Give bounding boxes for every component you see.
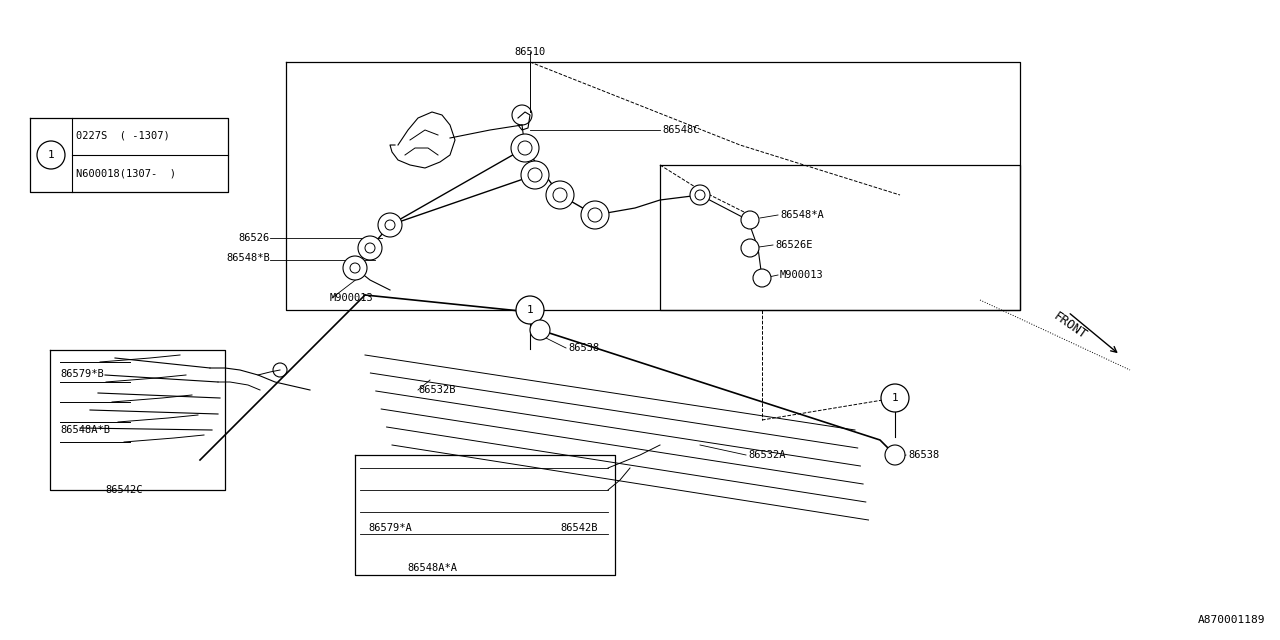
Text: 86548*B: 86548*B — [227, 253, 270, 263]
Text: 86532A: 86532A — [748, 450, 786, 460]
Text: A870001189: A870001189 — [1198, 615, 1265, 625]
Text: 1: 1 — [526, 305, 534, 315]
Text: M900013: M900013 — [330, 293, 374, 303]
Circle shape — [741, 239, 759, 257]
Circle shape — [521, 161, 549, 189]
Text: 86510: 86510 — [515, 47, 545, 57]
Circle shape — [884, 445, 905, 465]
Text: 86526E: 86526E — [774, 240, 813, 250]
Text: 86526: 86526 — [239, 233, 270, 243]
Text: 86548*A: 86548*A — [780, 210, 824, 220]
Text: 86579*A: 86579*A — [369, 523, 412, 533]
Text: 86532B: 86532B — [419, 385, 456, 395]
Circle shape — [581, 201, 609, 229]
Circle shape — [358, 236, 381, 260]
Text: 86542C: 86542C — [105, 485, 142, 495]
Circle shape — [343, 256, 367, 280]
Text: 86542B: 86542B — [561, 523, 598, 533]
Circle shape — [881, 384, 909, 412]
Circle shape — [753, 269, 771, 287]
Text: 1: 1 — [47, 150, 54, 160]
Text: 86548A*B: 86548A*B — [60, 425, 110, 435]
Circle shape — [741, 211, 759, 229]
Circle shape — [690, 185, 710, 205]
Text: FRONT: FRONT — [1051, 310, 1089, 342]
Text: 86548C: 86548C — [662, 125, 699, 135]
Text: 86538: 86538 — [908, 450, 940, 460]
Text: 86579*B: 86579*B — [60, 369, 104, 379]
Text: 86538: 86538 — [568, 343, 599, 353]
Text: N600018(1307-  ): N600018(1307- ) — [76, 169, 177, 179]
Text: M900013: M900013 — [780, 270, 824, 280]
Circle shape — [516, 296, 544, 324]
Text: 86548A*A: 86548A*A — [407, 563, 457, 573]
Text: 0227S  ( -1307): 0227S ( -1307) — [76, 131, 170, 141]
Circle shape — [530, 320, 550, 340]
Text: 1: 1 — [892, 393, 899, 403]
Circle shape — [511, 134, 539, 162]
Circle shape — [547, 181, 573, 209]
Circle shape — [378, 213, 402, 237]
